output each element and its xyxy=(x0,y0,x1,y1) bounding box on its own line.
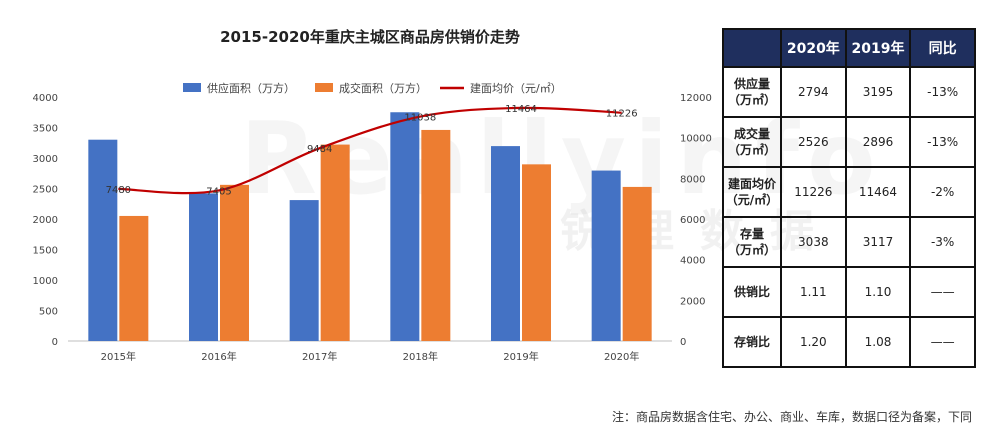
table-cell: -13% xyxy=(909,116,976,168)
row-label-name: 建面均价 xyxy=(727,177,776,191)
summary-table: 2020年 2019年 同比 供应量 （万㎡） 2794 3195 -13% 成交量 （万㎡） 2… xyxy=(722,28,976,368)
row-label-name: 存量 xyxy=(739,227,764,241)
x-tick-label: 2015年 xyxy=(101,350,136,363)
price-data-label: 11464 xyxy=(505,104,537,115)
legend-swatch-1 xyxy=(315,83,333,92)
row-label-name: 供应量 xyxy=(733,77,770,91)
table-row: 供销比 1.11 1.10 —— xyxy=(722,266,976,318)
table-cell: -3% xyxy=(909,216,976,268)
table-row-label: 建面均价 （元/㎡） xyxy=(722,166,782,218)
table-cell: 1.08 xyxy=(844,316,912,368)
x-tick-label: 2019年 xyxy=(503,350,538,363)
table-cell: 11226 xyxy=(780,166,847,218)
row-label-unit: （万㎡） xyxy=(727,93,776,107)
price-data-label: 7405 xyxy=(206,186,231,197)
bar-sales-2 xyxy=(320,144,350,341)
table-header-cell: 同比 xyxy=(909,28,976,68)
price-data-label: 11226 xyxy=(606,109,638,120)
table-row: 建面均价 （元/㎡） 11226 11464 -2% xyxy=(722,166,976,218)
bar-supply-5 xyxy=(591,170,621,341)
table-body: 供应量 （万㎡） 2794 3195 -13% 成交量 （万㎡） 2526 2896 -13% 建面… xyxy=(722,66,976,368)
price-data-label: 9484 xyxy=(307,144,332,155)
y-right-tick-label: 10000 xyxy=(680,134,712,145)
footnote: 注：商品房数据含住宅、办公、商业、车库，数据口径为备案，下同 xyxy=(611,410,972,424)
y-left-tick-label: 500 xyxy=(39,307,58,318)
bar-supply-4 xyxy=(491,146,520,341)
y-right-tick-label: 4000 xyxy=(680,256,705,267)
table-row-label: 存销比 xyxy=(722,316,782,368)
table-cell: 2526 xyxy=(780,116,847,168)
bar-supply-1 xyxy=(189,193,218,341)
table-row: 成交量 （万㎡） 2526 2896 -13% xyxy=(722,116,976,168)
bar-supply-0 xyxy=(88,139,118,341)
table-cell: 3117 xyxy=(844,216,912,268)
price-line xyxy=(118,106,622,195)
table-cell: -2% xyxy=(909,166,976,218)
bar-sales-5 xyxy=(622,186,652,341)
x-tick-label: 2020年 xyxy=(604,350,639,363)
row-label-unit: （万㎡） xyxy=(727,143,776,157)
table-cell: 1.10 xyxy=(844,266,912,318)
y-right-tick-label: 6000 xyxy=(680,215,705,226)
bar-sales-4 xyxy=(522,164,551,341)
table-row: 存销比 1.20 1.08 —— xyxy=(722,316,976,368)
bar-sales-3 xyxy=(421,129,451,341)
table-cell: —— xyxy=(909,266,976,318)
y-left-tick-label: 4000 xyxy=(33,93,58,104)
y-right-tick-label: 8000 xyxy=(680,174,705,185)
table-row-label: 存量 （万㎡） xyxy=(722,216,782,268)
y-left-tick-label: 1500 xyxy=(33,246,58,257)
row-label-name: 成交量 xyxy=(733,127,770,141)
row-label-name: 供销比 xyxy=(733,285,770,299)
y-left-tick-label: 3500 xyxy=(33,124,58,135)
bar-supply-2 xyxy=(289,200,319,341)
y-left-tick-label: 2000 xyxy=(33,215,58,226)
legend-label-0: 供应面积（万方） xyxy=(207,81,295,95)
x-tick-label: 2017年 xyxy=(302,350,337,363)
table-cell: 3195 xyxy=(844,66,912,118)
chart-title: 2015-2020年重庆主城区商品房供销价走势 xyxy=(220,28,520,46)
bar-sales-1 xyxy=(220,184,249,341)
x-tick-label: 2016年 xyxy=(201,350,236,363)
price-data-label: 7480 xyxy=(106,185,131,196)
table-row-label: 供销比 xyxy=(722,266,782,318)
y-right-tick-label: 0 xyxy=(680,337,686,348)
y-left-tick-label: 0 xyxy=(52,337,58,348)
table-cell: 1.20 xyxy=(780,316,847,368)
bar-sales-0 xyxy=(119,215,149,341)
row-label-unit: （元/㎡） xyxy=(725,193,779,207)
price-data-label: 11038 xyxy=(404,113,436,124)
legend-label-1: 成交面积（万方） xyxy=(339,81,427,95)
y-left-tick-label: 1000 xyxy=(33,276,58,287)
y-left-tick-label: 3000 xyxy=(33,154,58,165)
table-row: 供应量 （万㎡） 2794 3195 -13% xyxy=(722,66,976,118)
table-header-cell: 2020年 xyxy=(780,28,847,68)
table-corner-cell xyxy=(722,28,782,68)
table-header-cell: 2019年 xyxy=(844,28,912,68)
table-cell: -13% xyxy=(909,66,976,118)
table-cell: —— xyxy=(909,316,976,368)
table-row-label: 供应量 （万㎡） xyxy=(722,66,782,118)
table-row-label: 成交量 （万㎡） xyxy=(722,116,782,168)
row-label-unit: （万㎡） xyxy=(727,243,776,257)
table-cell: 3038 xyxy=(780,216,847,268)
table-cell: 11464 xyxy=(844,166,912,218)
legend-label-2: 建面均价（元/㎡） xyxy=(470,81,562,95)
bar-supply-3 xyxy=(390,112,420,341)
legend-swatch-0 xyxy=(183,83,201,92)
y-left-tick-label: 2500 xyxy=(33,185,58,196)
x-tick-label: 2018年 xyxy=(403,350,438,363)
y-right-tick-label: 2000 xyxy=(680,296,705,307)
table-cell: 2794 xyxy=(780,66,847,118)
row-label-name: 存销比 xyxy=(733,335,770,349)
y-right-tick-label: 12000 xyxy=(680,93,712,104)
table-row: 存量 （万㎡） 3038 3117 -3% xyxy=(722,216,976,268)
table-header-row: 2020年 2019年 同比 xyxy=(722,28,976,68)
table-cell: 2896 xyxy=(844,116,912,168)
table-cell: 1.11 xyxy=(780,266,847,318)
